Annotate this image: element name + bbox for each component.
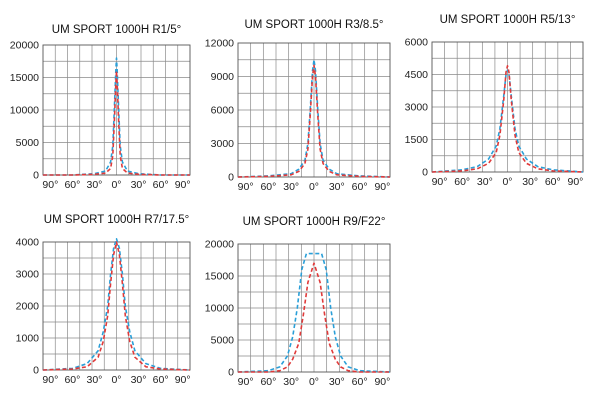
series-red-line — [43, 70, 190, 176]
series-blue-line — [431, 69, 584, 173]
y-tick-label: 5000 — [211, 335, 235, 347]
plot-grid — [43, 45, 190, 175]
y-tick-label: 1000 — [16, 333, 40, 345]
x-tick-label: 60° — [64, 179, 80, 191]
y-tick-label: 9000 — [211, 71, 235, 83]
x-tick-label: 30° — [477, 176, 493, 188]
x-tick-label: 30° — [283, 376, 299, 388]
series-red-line — [238, 262, 390, 373]
x-tick-label: 60° — [153, 179, 169, 191]
plot-frame — [237, 243, 391, 373]
y-tick-label: 10000 — [10, 105, 39, 117]
x-tick-label: 30° — [87, 179, 103, 191]
y-tick-label: 3000 — [16, 269, 40, 281]
series-red-line — [237, 64, 391, 178]
x-tick-label: 60° — [260, 376, 276, 388]
x-tick-label: 60° — [454, 176, 470, 188]
x-tick-label: 90° — [238, 181, 254, 193]
chart-title: UM SPORT 1000H R3/8.5° — [244, 19, 383, 31]
plot-frame — [431, 41, 584, 173]
x-tick-label: 0° — [111, 179, 121, 191]
chart-r9: UM SPORT 1000H R9/F22° 0 5000 10000 15000 20… — [205, 216, 391, 388]
y-tick-label: 2000 — [16, 301, 40, 313]
x-tick-label: 60° — [352, 376, 368, 388]
x-tick-label: 30° — [329, 376, 345, 388]
series-blue-line — [42, 238, 191, 371]
series-blue-line — [43, 57, 190, 176]
y-tick-label: 0 — [228, 367, 234, 379]
x-tick-label: 60° — [260, 181, 276, 193]
y-tick-label: 10000 — [205, 303, 234, 315]
series-red-line — [42, 241, 191, 371]
y-tick-label: 0 — [33, 170, 39, 182]
y-tick-label: 0 — [228, 172, 234, 184]
x-tick-label: 30° — [87, 374, 103, 386]
x-tick-label: 90° — [175, 179, 191, 191]
x-tick-label: 60° — [352, 181, 368, 193]
chart-title: UM SPORT 1000H R9/F22° — [243, 216, 386, 228]
chart-r5: UM SPORT 1000H R5/13° 0 1500 3000 4500 6000 9… — [405, 14, 584, 188]
y-tick-label: 4500 — [405, 69, 429, 81]
x-tick-label: 90° — [42, 374, 58, 386]
x-tick-label: 90° — [568, 176, 584, 188]
y-tick-label: 6000 — [211, 105, 235, 117]
chart-r1: UM SPORT 1000H R1/5° 0 5000 10000 15000 2000… — [10, 24, 191, 191]
y-tick-label: 3000 — [405, 102, 429, 114]
x-tick-label: 30° — [522, 176, 538, 188]
y-tick-label: 20000 — [10, 40, 39, 52]
y-tick-label: 4000 — [16, 237, 40, 249]
y-tick-label: 5000 — [16, 137, 40, 149]
x-tick-label: 30° — [329, 181, 345, 193]
plot-grid — [43, 242, 190, 370]
x-tick-label: 0° — [111, 374, 121, 386]
x-tick-label: 60° — [64, 374, 80, 386]
x-tick-label: 90° — [374, 376, 390, 388]
chart-r7: UM SPORT 1000H R7/17.5° 0 1000 2000 3000 400… — [16, 214, 191, 386]
x-tick-label: 0° — [502, 176, 512, 188]
y-tick-label: 12000 — [205, 38, 234, 50]
chart-title: UM SPORT 1000H R7/17.5° — [44, 214, 189, 226]
y-tick-label: 0 — [33, 365, 39, 377]
x-tick-label: 0° — [309, 376, 319, 388]
x-tick-label: 0° — [309, 181, 319, 193]
chart-r3: UM SPORT 1000H R3/8.5° 0 3000 6000 9000 1200… — [205, 19, 391, 193]
x-tick-label: 90° — [175, 374, 191, 386]
x-tick-label: 90° — [432, 176, 448, 188]
x-tick-label: 60° — [153, 374, 169, 386]
chart-title: UM SPORT 1000H R5/13° — [440, 14, 576, 26]
plot-frame — [237, 42, 391, 178]
x-tick-label: 90° — [42, 179, 58, 191]
x-tick-label: 60° — [545, 176, 561, 188]
y-tick-label: 1500 — [405, 134, 429, 146]
x-tick-label: 90° — [374, 181, 390, 193]
x-tick-label: 30° — [131, 374, 147, 386]
x-tick-label: 90° — [238, 376, 254, 388]
y-tick-label: 20000 — [205, 239, 234, 251]
y-tick-label: 6000 — [405, 37, 429, 49]
chart-title: UM SPORT 1000H R1/5° — [52, 24, 181, 36]
plot-frame — [42, 44, 191, 176]
plot-grid — [432, 42, 583, 172]
y-tick-label: 15000 — [10, 72, 39, 84]
x-tick-label: 30° — [283, 181, 299, 193]
x-tick-label: 30° — [131, 179, 147, 191]
series-blue-line — [237, 58, 391, 178]
y-tick-label: 15000 — [205, 271, 234, 283]
series-red-line — [431, 65, 584, 173]
y-tick-label: 0 — [422, 167, 428, 179]
y-tick-label: 3000 — [211, 138, 235, 150]
